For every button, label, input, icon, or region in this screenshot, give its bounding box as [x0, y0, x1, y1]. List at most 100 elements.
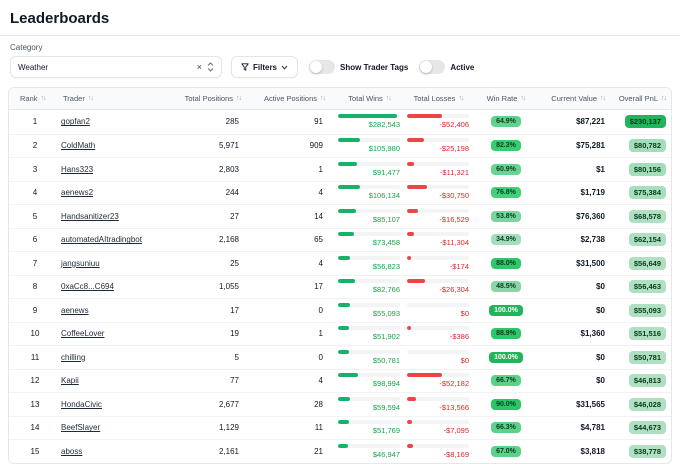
trader-link[interactable]: aboss [61, 447, 82, 456]
current-value-cell: $87,221 [539, 117, 613, 126]
active-positions-cell: 14 [251, 212, 335, 221]
total-positions-cell: 244 [179, 188, 251, 197]
overall-pnl-cell: $230,137 [613, 115, 671, 128]
leaderboard-table: Rank↑↓ Trader↑↓ Total Positions↑↓ Active… [8, 87, 672, 464]
trader-link[interactable]: jangsuniuu [61, 259, 100, 268]
wins-amount: $106,134 [338, 191, 400, 200]
active-positions-cell: 28 [251, 400, 335, 409]
sort-icon: ↑↓ [236, 95, 241, 102]
overall-pnl-cell: $38,778 [613, 445, 671, 458]
total-wins-cell: $59,594 [335, 397, 404, 412]
column-header-total-wins[interactable]: Total Wins↑↓ [335, 94, 404, 103]
wins-amount: $91,477 [338, 168, 400, 177]
column-header-total-positions[interactable]: Total Positions↑↓ [179, 94, 251, 103]
losses-amount: -$7,095 [407, 426, 469, 435]
funnel-icon [241, 63, 249, 71]
overall-pnl-cell: $55,093 [613, 304, 671, 317]
total-losses-cell: $0 [404, 350, 473, 365]
category-select[interactable]: Weather × [10, 56, 222, 78]
active-toggle[interactable] [419, 60, 445, 74]
total-wins-cell: $105,980 [335, 138, 404, 153]
table-row: 11chilling50$50,781$0100.0%$0$50,781 [9, 345, 671, 369]
wins-bar [338, 232, 400, 236]
wins-amount: $51,902 [338, 332, 400, 341]
overall-pnl-cell: $56,463 [613, 280, 671, 293]
win-rate-badge: 88.9% [491, 328, 521, 339]
active-positions-cell: 4 [251, 188, 335, 197]
total-positions-cell: 5,971 [179, 141, 251, 150]
win-rate-cell: 82.3% [473, 140, 539, 151]
overall-pnl-cell: $44,673 [613, 421, 671, 434]
losses-amount: -$8,169 [407, 450, 469, 459]
trader-link[interactable]: ColdMath [61, 141, 95, 150]
losses-bar [407, 350, 469, 354]
win-rate-cell: 48.5% [473, 281, 539, 292]
losses-bar [407, 114, 469, 118]
trader-link[interactable]: aenews2 [61, 188, 93, 197]
overall-pnl-badge: $75,384 [629, 186, 666, 199]
trader-link[interactable]: gopfan2 [61, 117, 90, 126]
column-header-total-losses[interactable]: Total Losses↑↓ [404, 94, 473, 103]
filters-button[interactable]: Filters [231, 56, 298, 78]
column-header-current-value[interactable]: Current Value↑↓ [539, 94, 613, 103]
win-rate-cell: 100.0% [473, 305, 539, 316]
filter-bar: Category Weather × Filters Show Trader T… [0, 36, 680, 87]
overall-pnl-cell: $68,578 [613, 210, 671, 223]
table-row: 5Handsanitizer232714$85,107-$16,52953.8%… [9, 204, 671, 228]
overall-pnl-cell: $46,813 [613, 374, 671, 387]
active-positions-cell: 1 [251, 329, 335, 338]
trader-cell: HondaCivic [61, 400, 179, 409]
win-rate-badge: 60.9% [491, 164, 521, 175]
losses-amount: -$52,182 [407, 379, 469, 388]
current-value-cell: $0 [539, 376, 613, 385]
total-positions-cell: 25 [179, 259, 251, 268]
show-trader-tags-toggle[interactable] [309, 60, 335, 74]
current-value-cell: $2,738 [539, 235, 613, 244]
column-header-overall-pnl[interactable]: Overall PnL↑↓ [613, 94, 671, 103]
overall-pnl-cell: $62,154 [613, 233, 671, 246]
rank-cell: 14 [9, 423, 61, 432]
table-row: 15aboss2,16121$46,947-$8,16967.0%$3,818$… [9, 439, 671, 463]
trader-cell: Handsanitizer23 [61, 212, 179, 221]
wins-bar [338, 444, 400, 448]
trader-cell: chilling [61, 353, 179, 362]
trader-link[interactable]: 0xaCc8...C694 [61, 282, 114, 291]
losses-bar [407, 138, 469, 142]
total-positions-cell: 2,168 [179, 235, 251, 244]
trader-link[interactable]: automatedAItradingbot [61, 235, 142, 244]
trader-cell: aboss [61, 447, 179, 456]
losses-bar [407, 209, 469, 213]
wins-bar [338, 350, 400, 354]
total-wins-cell: $98,994 [335, 373, 404, 388]
overall-pnl-cell: $46,028 [613, 398, 671, 411]
trader-link[interactable]: Hans323 [61, 165, 93, 174]
total-wins-cell: $50,781 [335, 350, 404, 365]
total-wins-cell: $56,823 [335, 256, 404, 271]
select-chevrons-icon[interactable] [207, 62, 214, 72]
column-header-active-positions[interactable]: Active Positions↑↓ [251, 94, 335, 103]
trader-link[interactable]: aenews [61, 306, 89, 315]
total-wins-cell: $282,543 [335, 114, 404, 129]
losses-amount: -$16,529 [407, 215, 469, 224]
column-header-trader[interactable]: Trader↑↓ [61, 94, 179, 103]
trader-link[interactable]: HondaCivic [61, 400, 102, 409]
trader-link[interactable]: CoffeeLover [61, 329, 104, 338]
trader-link[interactable]: Kapii [61, 376, 79, 385]
total-positions-cell: 17 [179, 306, 251, 315]
trader-link[interactable]: chilling [61, 353, 85, 362]
trader-link[interactable]: Handsanitizer23 [61, 212, 119, 221]
win-rate-badge: 66.3% [491, 422, 521, 433]
category-value: Weather [18, 63, 192, 72]
losses-amount: -$30,750 [407, 191, 469, 200]
column-header-rank[interactable]: Rank↑↓ [9, 94, 61, 103]
clear-category-icon[interactable]: × [197, 63, 202, 72]
active-positions-cell: 17 [251, 282, 335, 291]
active-positions-cell: 4 [251, 259, 335, 268]
trader-link[interactable]: BeefSlayer [61, 423, 100, 432]
total-positions-cell: 1,129 [179, 423, 251, 432]
total-wins-cell: $73,458 [335, 232, 404, 247]
table-row: 14BeefSlayer1,12911$51,769-$7,09566.3%$4… [9, 416, 671, 440]
column-header-win-rate[interactable]: Win Rate↑↓ [473, 94, 539, 103]
active-positions-cell: 91 [251, 117, 335, 126]
wins-amount: $82,766 [338, 285, 400, 294]
